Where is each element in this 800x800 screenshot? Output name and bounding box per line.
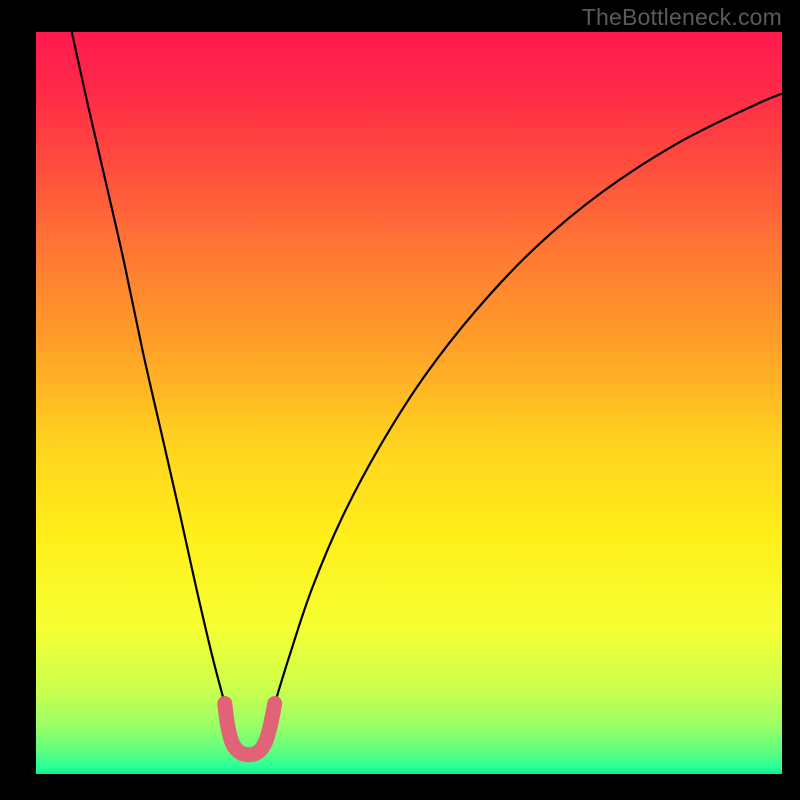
frame-border-left xyxy=(0,0,36,800)
bottleneck-curve xyxy=(36,32,782,774)
frame-border-bottom xyxy=(0,774,800,800)
plot-area xyxy=(36,32,782,774)
watermark-text: TheBottleneck.com xyxy=(582,4,782,31)
curve-right-branch xyxy=(275,94,782,704)
curve-left-branch xyxy=(72,32,225,704)
optimal-u-marker xyxy=(225,704,275,755)
frame-border-right xyxy=(782,0,800,800)
